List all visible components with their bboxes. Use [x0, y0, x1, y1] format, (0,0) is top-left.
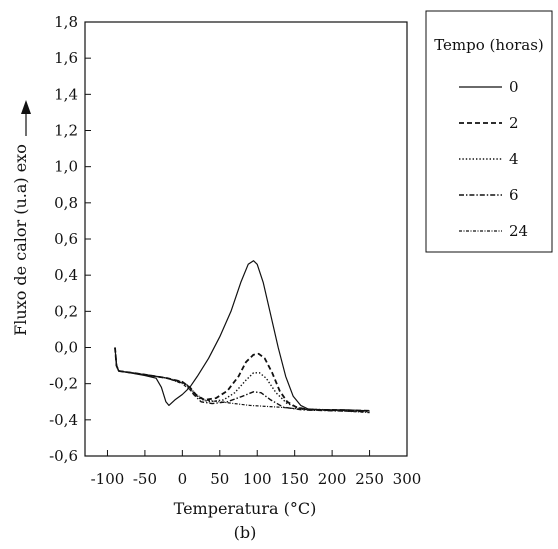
y-axis-label: Fluxo de calor (u.a) exo — [11, 144, 30, 336]
y-tick-label: -0,6 — [49, 447, 78, 465]
y-tick-label: 1,8 — [54, 13, 78, 31]
axis-ticks-layer: -100 -50 0 50 100 150 200 250 300 -0,6 -0,4 -0,2 0,0… — [49, 13, 421, 488]
y-axis-label-group: Fluxo de calor (u.a) exo — [11, 144, 30, 336]
y-tick-label: 0,8 — [54, 194, 78, 212]
x-tick-label: 300 — [393, 470, 422, 488]
legend-label-0: 0 — [509, 78, 519, 96]
y-tick-label: 1,0 — [54, 158, 78, 176]
plot-frame-layer — [84, 21, 408, 457]
y-tick-label: -0,4 — [49, 411, 78, 429]
legend-label-4: 4 — [509, 150, 519, 168]
y-tick-label: 0,4 — [54, 266, 78, 284]
x-tick-label: 100 — [243, 470, 272, 488]
y-tick-label: 0,6 — [54, 230, 78, 248]
legend-label-2: 2 — [509, 114, 519, 132]
x-tick-label: 0 — [178, 470, 188, 488]
series-layer — [114, 260, 370, 414]
series-line-2 — [114, 347, 370, 412]
x-tick-label: -100 — [91, 470, 125, 488]
figure-caption: (b) — [234, 523, 257, 542]
series-line-6 — [114, 347, 370, 413]
y-tick-label: -0,2 — [49, 375, 78, 393]
plot-frame — [84, 21, 408, 457]
legend-box — [425, 10, 553, 253]
legend-label-6: 6 — [509, 186, 519, 204]
y-tick-label: 1,2 — [54, 122, 78, 140]
x-tick-label: -50 — [133, 470, 157, 488]
y-axis-arrow — [21, 100, 31, 136]
y-tick-label: 1,4 — [54, 85, 78, 103]
y-tick-label: 0,2 — [54, 302, 78, 320]
x-tick-label: 250 — [355, 470, 384, 488]
y-tick-label: 1,6 — [54, 49, 78, 67]
legend-title: Tempo (horas) — [434, 36, 544, 54]
series-line-24 — [114, 347, 370, 414]
legend-label-24: 24 — [509, 222, 528, 240]
x-axis-label: Temperatura (°C) — [174, 499, 317, 518]
y-tick-label: 0,0 — [54, 339, 78, 357]
series-line-0 — [114, 260, 370, 412]
x-tick-label: 150 — [280, 470, 309, 488]
x-tick-label: 50 — [210, 470, 229, 488]
x-tick-label: 200 — [318, 470, 347, 488]
series-line-4 — [114, 347, 370, 412]
